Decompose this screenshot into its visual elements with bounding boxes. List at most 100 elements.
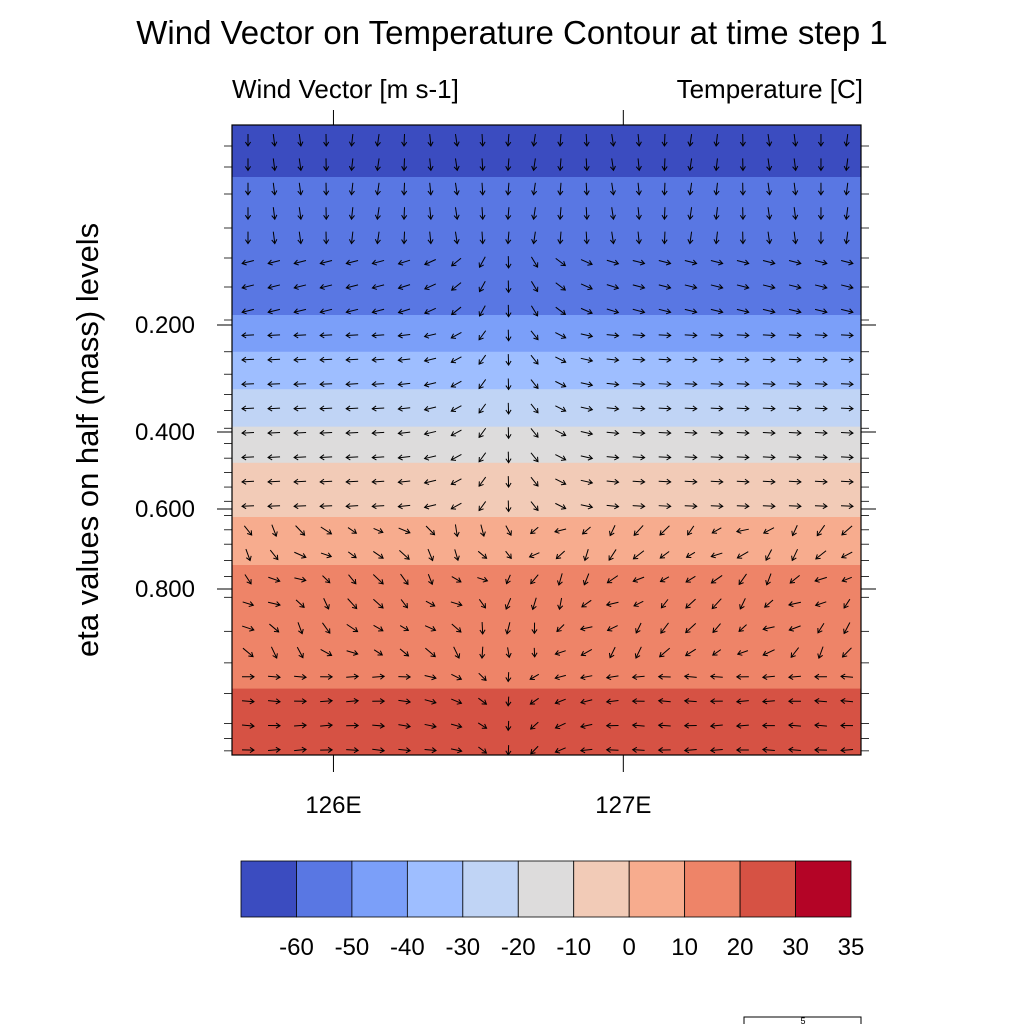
wind-vector-head [614, 454, 620, 461]
wind-vector [843, 598, 851, 609]
wind-vector [271, 231, 278, 245]
wind-vector [687, 158, 694, 172]
wind-vector-shaft [533, 207, 536, 220]
wind-vector-shaft [398, 480, 411, 483]
wind-vector-head [685, 552, 692, 558]
wind-vector [657, 673, 671, 680]
wind-vector [631, 722, 645, 729]
wind-vector-head [762, 528, 769, 535]
wind-vector-head [583, 190, 590, 196]
wind-vector-shaft [556, 624, 565, 632]
wind-vector [555, 332, 567, 339]
wind-vector [713, 231, 720, 245]
wind-vector-shaft [451, 380, 462, 388]
wind-vector [687, 525, 695, 536]
wind-vector [294, 698, 308, 705]
wind-vector [319, 503, 333, 510]
wind-vector-head [374, 239, 381, 245]
wind-vector-shaft [710, 505, 723, 507]
wind-vector-head [711, 603, 717, 610]
wind-vector [710, 575, 723, 584]
wind-vector [555, 454, 567, 461]
wind-vector [658, 356, 672, 363]
wind-vector-shaft [736, 528, 749, 533]
wind-vector [398, 698, 412, 705]
wind-vector [320, 673, 334, 680]
wind-vector [268, 722, 281, 729]
wind-vector-head [353, 697, 360, 705]
wind-vector-shaft [580, 699, 593, 704]
wind-vector [711, 598, 722, 610]
wind-vector [788, 429, 802, 436]
wind-vector-head [608, 555, 614, 561]
wind-vector-shaft [710, 675, 723, 678]
wind-vector-head [478, 383, 484, 390]
wind-vector [660, 622, 669, 634]
colorbar-label: 10 [671, 934, 698, 961]
wind-vector [323, 231, 330, 245]
wind-vector [371, 381, 385, 388]
wind-vector-head [560, 479, 567, 486]
wind-vector-head [319, 503, 325, 510]
wind-vector-shaft [788, 724, 801, 727]
wind-vector-shaft [294, 724, 307, 727]
wind-vector [450, 429, 462, 437]
wind-vector-head [353, 650, 359, 656]
wind-vector [711, 527, 722, 534]
wind-vector-head [614, 381, 620, 388]
wind-vector-head [505, 458, 512, 464]
wind-vector-head [814, 673, 820, 680]
wind-vector-head [481, 723, 488, 729]
wind-vector-shaft [711, 598, 722, 609]
wind-vector-head [271, 214, 278, 221]
wind-vector-head [635, 239, 642, 245]
wind-vector-head [605, 746, 612, 753]
wind-vector-head [324, 604, 330, 610]
wind-vector-shaft [320, 407, 333, 410]
wind-vector [271, 207, 278, 221]
wind-vector-shaft [268, 407, 281, 410]
wind-vector-shaft [372, 431, 385, 434]
wind-vector-shaft [398, 358, 411, 361]
wind-vector-shaft [841, 525, 853, 536]
wind-vector [241, 405, 255, 412]
wind-vector-head [249, 747, 255, 754]
wind-vector [505, 231, 512, 245]
wind-vector [814, 259, 828, 266]
wind-vector [840, 405, 854, 412]
wind-vector-head [378, 528, 384, 534]
wind-vector [843, 231, 850, 245]
wind-vector-head [848, 429, 854, 436]
colorbar-box [739, 860, 796, 918]
wind-vector [713, 182, 720, 196]
wind-vector [580, 723, 593, 729]
wind-vector-head [379, 722, 386, 729]
wind-vector-head [530, 528, 536, 535]
wind-vector-shaft [424, 307, 436, 314]
wind-vector-head [718, 405, 724, 412]
wind-vector-shaft [241, 407, 255, 410]
wind-vector-shaft [710, 334, 723, 336]
wind-vector-shaft [507, 207, 510, 220]
wind-vector [609, 231, 616, 245]
wind-vector-head [609, 190, 616, 196]
wind-vector-shaft [530, 501, 539, 511]
wind-vector-head [379, 673, 386, 680]
wind-vector-head [405, 722, 411, 729]
wind-vector-head [766, 190, 773, 196]
wind-vector-head [479, 165, 486, 172]
wind-vector-head [587, 284, 593, 291]
wind-vector-head [249, 673, 255, 680]
wind-vector-head [718, 503, 724, 510]
wind-vector-shaft [268, 358, 281, 361]
wind-vector [531, 207, 538, 221]
wind-vector [268, 746, 281, 753]
wind-vector-head [554, 674, 560, 681]
colorbar-label: -10 [556, 934, 591, 961]
wind-vector-head [765, 580, 771, 586]
wind-vector-shaft [320, 480, 333, 483]
wind-vector [345, 429, 359, 436]
wind-vector [814, 405, 828, 412]
wind-vector-shaft [530, 403, 539, 414]
wind-vector-head [692, 503, 698, 510]
